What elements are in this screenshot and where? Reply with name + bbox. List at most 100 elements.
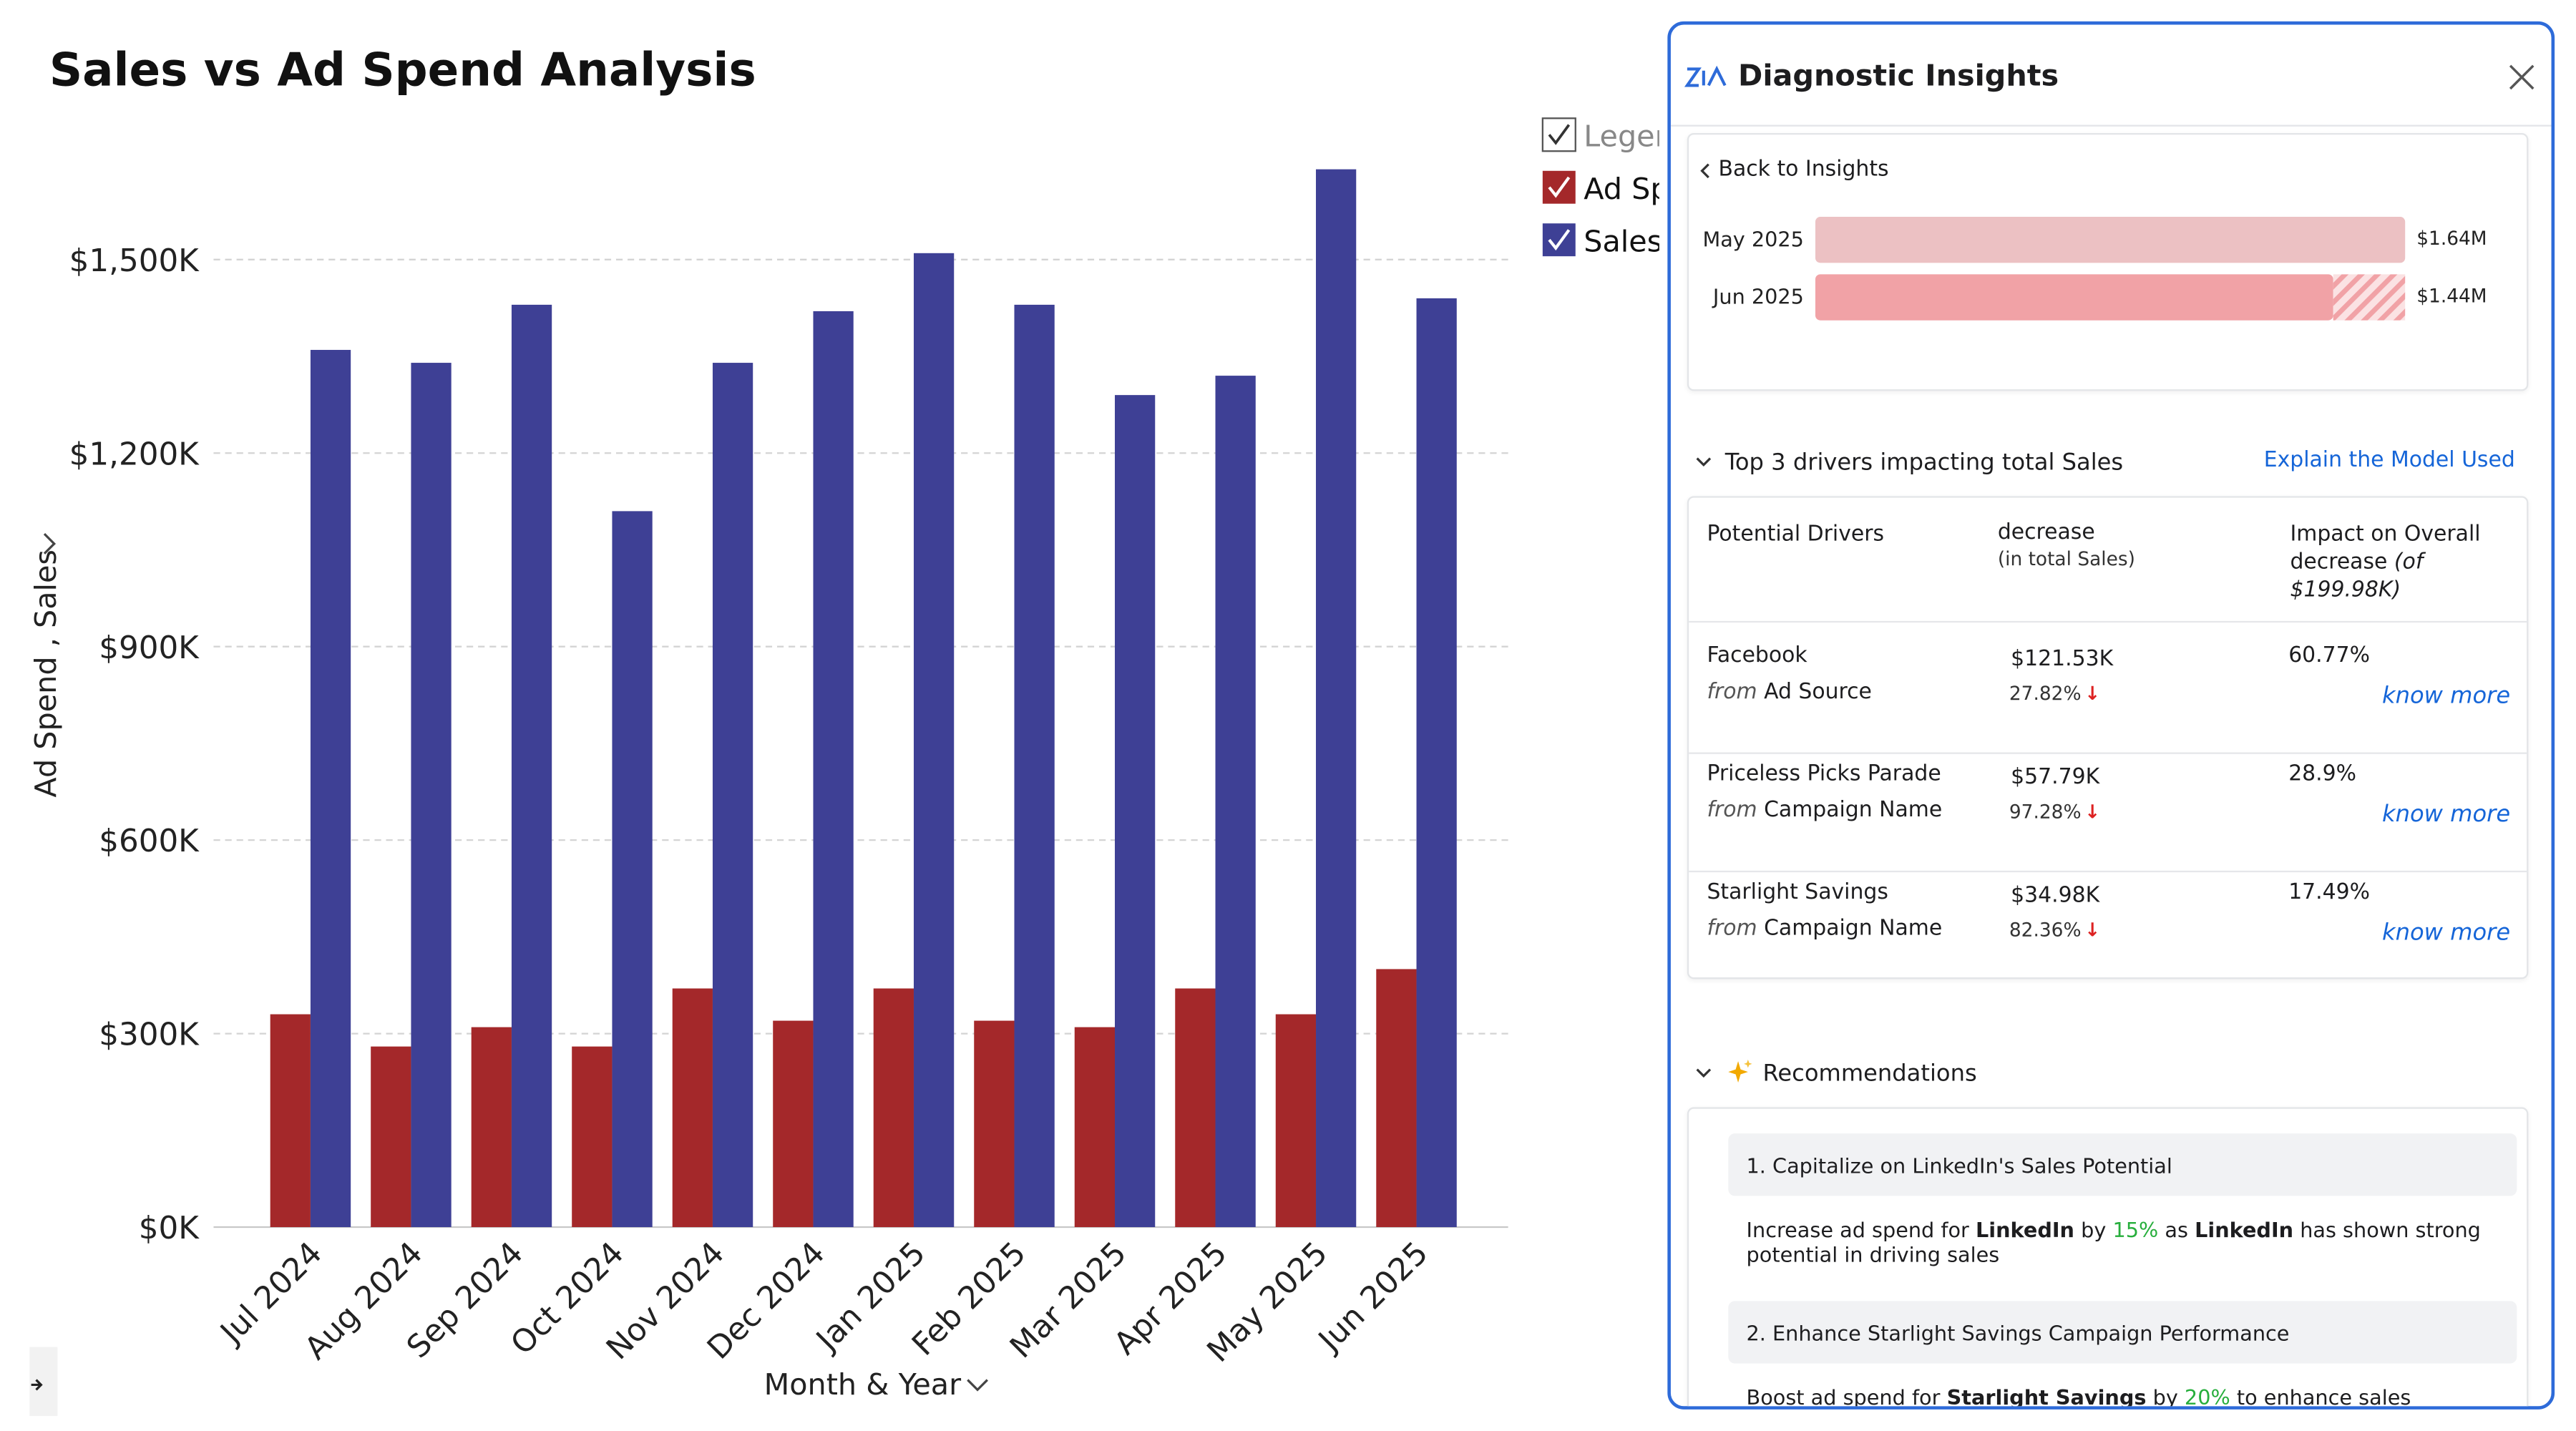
comparison-label: Jun 2025 [1712, 285, 1804, 309]
comparison-bars: May 2025 $1.64M Jun 2025 $1.44M [1702, 217, 2487, 321]
comparison-gap [2333, 274, 2406, 321]
legend-label: Sales [1584, 224, 1659, 258]
impact-text: Impact on Overall decrease [2290, 522, 2481, 575]
rec-body: Increase ad spend for LinkedIn by 15% as… [1747, 1217, 2494, 1266]
insights-panel: Diagnostic Insights Back to Insights May… [1667, 21, 2555, 1410]
driver-name: Facebook [1707, 643, 1807, 669]
y-tick-label: $900K [99, 630, 200, 666]
bar [411, 363, 452, 1228]
chart-title: Sales vs Ad Spend Analysis [49, 43, 756, 97]
driver-percent: 27.82% [2009, 682, 2100, 705]
source-name: Campaign Name [1764, 917, 1943, 942]
row-divider [1689, 752, 2527, 754]
bar [1376, 969, 1417, 1228]
driver-percent: 97.28% [2009, 800, 2100, 823]
bar [1175, 988, 1216, 1228]
comparison-value: $1.64M [2416, 228, 2487, 250]
side-toggle-icon [31, 1379, 43, 1391]
bar [1014, 304, 1055, 1228]
y-tick-label: $300K [99, 1017, 200, 1053]
y-tick-label: $1,500K [69, 243, 200, 279]
comparison-value: $1.44M [2416, 285, 2487, 307]
panel-title: Diagnostic Insights [1738, 59, 2059, 94]
know-more[interactable]: know more [2381, 801, 2511, 829]
know-more[interactable]: know more [2381, 919, 2511, 947]
bar [1316, 169, 1357, 1228]
bar [371, 1046, 411, 1228]
close-button[interactable] [2505, 61, 2538, 94]
rec-body: Boost ad spend for Starlight Savings by … [1746, 1384, 2494, 1410]
back-chevron[interactable] [1697, 161, 1714, 181]
bar [511, 304, 552, 1228]
x-axis-label: Month & Year [764, 1367, 961, 1402]
rec-text: as [2158, 1217, 2195, 1242]
x-axis-chevron[interactable] [967, 1379, 988, 1392]
rec-heading: Recommendations [1762, 1061, 1977, 1088]
legend-checkbox[interactable] [1541, 117, 1576, 152]
legend-swatch[interactable] [1542, 223, 1576, 257]
bar [712, 363, 753, 1228]
from-word: from [1707, 680, 1757, 705]
driver-row: Facebook from Ad Source $121.53K 27.82% 60.7… [1689, 640, 2527, 758]
source-name: Campaign Name [1764, 798, 1943, 824]
y-axis-chevron[interactable] [43, 533, 57, 555]
rec-title-box: 1. Capitalize on LinkedIn's Sales Potent… [1728, 1133, 2517, 1196]
bar [773, 1020, 814, 1228]
recommendations-card: 1. Capitalize on LinkedIn's Sales Potent… [1687, 1107, 2529, 1410]
rec-text: Starlight Savings [1946, 1384, 2147, 1410]
rec-text: by [2074, 1217, 2113, 1242]
header-change-note: (in total Sales) [1997, 547, 2135, 570]
header-impact: Impact on Overall decrease (of $199.98K) [2290, 521, 2487, 605]
back-link[interactable]: Back to Insights [1718, 157, 1889, 182]
driver-row: Priceless Picks Parade from Campaign Name… [1689, 759, 2527, 877]
driver-impact: 17.49% [2288, 880, 2371, 906]
y-tick-label: $1,200K [69, 436, 200, 472]
drivers-chevron[interactable] [1694, 454, 1714, 470]
bar [612, 511, 653, 1228]
side-toggle[interactable] [29, 1347, 58, 1417]
legend-check [1548, 124, 1571, 145]
rec-text: has shown strong potential in driving sa… [1746, 1217, 2488, 1267]
bar [471, 1027, 512, 1228]
header-driver: Potential Drivers [1707, 522, 1885, 547]
divider [1670, 124, 2552, 127]
bar [873, 988, 914, 1228]
drivers-table: Potential Drivers decrease (in total Sal… [1687, 496, 2529, 980]
rec-text: LinkedIn [2195, 1217, 2294, 1242]
rec-chevron[interactable] [1694, 1065, 1714, 1081]
legend-swatch[interactable] [1542, 170, 1576, 204]
know-more[interactable]: know more [2381, 683, 2511, 710]
rec-title: 2. Enhance Starlight Savings Campaign Pe… [1746, 1320, 2290, 1346]
rec-text: LinkedIn [1975, 1217, 2075, 1242]
comparison-label: May 2025 [1702, 227, 1803, 251]
driver-impact: 60.77% [2288, 643, 2371, 669]
driver-amount: $57.79K [2011, 765, 2100, 791]
bar [270, 1014, 311, 1228]
bar [813, 311, 854, 1228]
bar [1275, 1014, 1317, 1228]
explain-link[interactable]: Explain the Model Used [2263, 448, 2515, 474]
drivers-heading: Top 3 drivers impacting total Sales [1724, 450, 2124, 477]
row-divider [1689, 870, 2527, 873]
zia-logo [1684, 65, 1727, 87]
driver-source: from Campaign Name [1707, 798, 1942, 823]
from-word: from [1707, 798, 1757, 824]
rec-text: Boost ad spend for [1746, 1384, 1947, 1410]
bar [1074, 1027, 1115, 1228]
driver-percent: 82.36% [2009, 918, 2100, 941]
driver-impact: 28.9% [2288, 762, 2357, 787]
legend-check [1548, 229, 1571, 251]
rec-text: 20% [2184, 1384, 2230, 1410]
from-word: from [1707, 917, 1757, 942]
impact-note: (of $199.98K) [2290, 550, 2424, 603]
bar [1215, 376, 1256, 1228]
legend-label: Ad Spend [1584, 172, 1659, 206]
percent-text: 82.36% [2009, 918, 2100, 941]
bar [1416, 298, 1457, 1228]
rec-text: Increase ad spend for [1746, 1217, 1976, 1242]
driver-amount: $34.98K [2011, 884, 2100, 909]
rec-title: 1. Capitalize on LinkedIn's Sales Potent… [1746, 1153, 2172, 1178]
y-tick-label: $0K [139, 1211, 200, 1246]
driver-name: Priceless Picks Parade [1707, 762, 1941, 787]
comparison-bar [1815, 274, 2333, 321]
